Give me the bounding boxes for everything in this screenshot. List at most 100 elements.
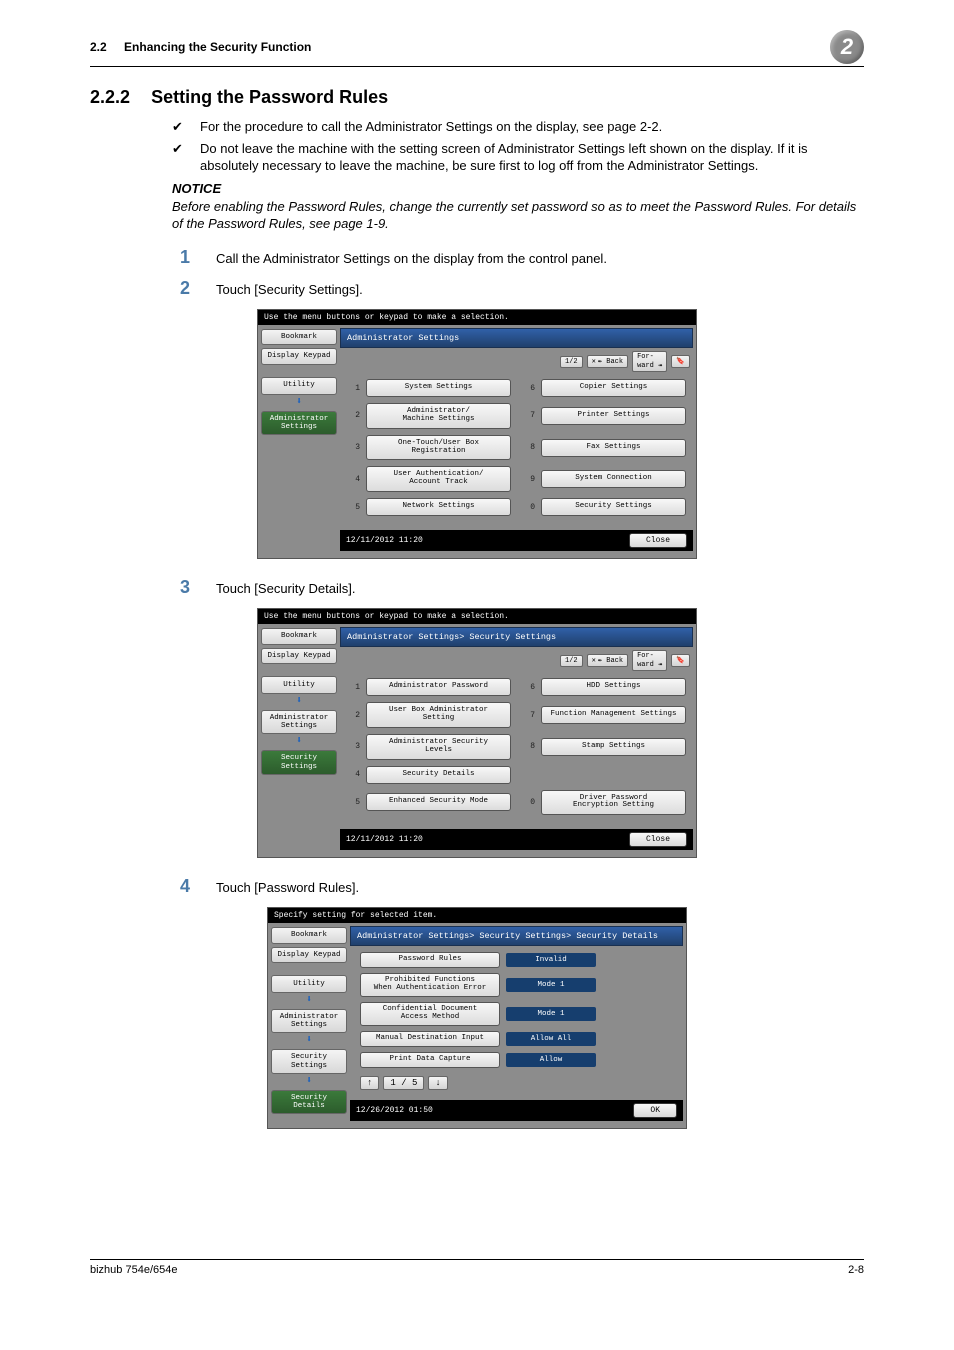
menu-item[interactable]: 7Function Management Settings: [525, 702, 686, 728]
panel-footer: 12/11/2012 11:20 Close: [340, 530, 693, 551]
pager: ↑ 1 / 5 ↓: [350, 1072, 686, 1094]
close-button[interactable]: Close: [629, 832, 687, 847]
arrow-down-icon: ⬇: [271, 1077, 347, 1087]
menu-number: 4: [350, 475, 360, 484]
detail-label-button[interactable]: Manual Destination Input: [360, 1031, 500, 1047]
bookmark-button[interactable]: Bookmark: [271, 927, 347, 943]
menu-item[interactable]: 6Copier Settings: [525, 379, 686, 397]
display-keypad-button[interactable]: Display Keypad: [261, 648, 337, 664]
menu-item[interactable]: 8 Fax Settings: [525, 435, 686, 461]
menu-item[interactable]: 2Administrator/ Machine Settings: [350, 403, 511, 429]
security-settings-button[interactable]: Security Settings: [271, 1049, 347, 1074]
header-section-number: 2.2: [90, 40, 107, 54]
menu-item[interactable]: 5Network Settings: [350, 498, 511, 516]
footer-page-number: 2-8: [848, 1264, 864, 1276]
menu-item[interactable]: 0 Driver Password Encryption Setting: [525, 790, 686, 816]
step-number: 2: [172, 278, 190, 299]
menu-button[interactable]: User Authentication/ Account Track: [366, 466, 511, 492]
menu-button[interactable]: Function Management Settings: [541, 706, 686, 724]
footer-model: bizhub 754e/654e: [90, 1264, 177, 1276]
menu-item[interactable]: 0Security Settings: [525, 498, 686, 516]
menu-number: 8: [525, 443, 535, 452]
menu-button[interactable]: System Settings: [366, 379, 511, 397]
forward-button[interactable]: For- ward ↠: [632, 650, 667, 671]
security-details-panel: Specify setting for selected item. Bookm…: [267, 907, 687, 1128]
menu-item[interactable]: 3One-Touch/User Box Registration: [350, 435, 511, 461]
security-details-button[interactable]: Security Details: [271, 1090, 347, 1115]
menu-button[interactable]: System Connection: [541, 470, 686, 488]
bullet-item: ✔ Do not leave the machine with the sett…: [172, 140, 864, 175]
panel-instruction: Specify setting for selected item.: [268, 908, 686, 923]
panel-sidebar: Bookmark Display Keypad Utility ⬇ Admini…: [258, 624, 340, 857]
step-number: 4: [172, 876, 190, 897]
menu-item[interactable]: 7 Printer Settings: [525, 403, 686, 429]
close-button[interactable]: Close: [629, 533, 687, 548]
page-up-button[interactable]: ↑: [360, 1076, 379, 1090]
menu-button[interactable]: One-Touch/User Box Registration: [366, 435, 511, 461]
detail-label-button[interactable]: Password Rules: [360, 952, 500, 968]
menu-item[interactable]: 2User Box Administrator Setting: [350, 702, 511, 728]
menu-item[interactable]: 3 Administrator Security Levels: [350, 734, 511, 760]
menu-grid: 1 Administrator Password 6HDD Settings 2Use…: [340, 674, 696, 823]
admin-settings-button[interactable]: Administrator Settings: [271, 1009, 347, 1034]
bookmark-toggle-icon[interactable]: 🔖: [671, 355, 690, 368]
admin-settings-button[interactable]: Administrator Settings: [261, 710, 337, 735]
page-indicator: 1 / 5: [383, 1076, 424, 1090]
detail-value: Mode 1: [506, 978, 596, 992]
step-number: 3: [172, 577, 190, 598]
menu-button[interactable]: Security Settings: [541, 498, 686, 516]
menu-button[interactable]: Administrator Security Levels: [366, 734, 511, 760]
menu-item[interactable]: 6HDD Settings: [525, 678, 686, 696]
menu-item[interactable]: 4Security Details: [350, 766, 511, 784]
detail-label-button[interactable]: Confidential Document Access Method: [360, 1002, 500, 1026]
menu-number: 7: [525, 411, 535, 420]
menu-button[interactable]: Network Settings: [366, 498, 511, 516]
menu-item[interactable]: 4 User Authentication/ Account Track: [350, 466, 511, 492]
menu-item[interactable]: 1System Settings: [350, 379, 511, 397]
menu-button[interactable]: Fax Settings: [541, 439, 686, 457]
menu-button[interactable]: Stamp Settings: [541, 738, 686, 756]
menu-button[interactable]: Enhanced Security Mode: [366, 793, 511, 811]
detail-list: Password RulesInvalidProhibited Function…: [350, 946, 686, 1071]
detail-label-button[interactable]: Prohibited Functions When Authentication…: [360, 973, 500, 997]
display-keypad-button[interactable]: Display Keypad: [261, 348, 337, 364]
panel-timestamp: 12/26/2012 01:50: [356, 1106, 433, 1115]
menu-item[interactable]: 1 Administrator Password: [350, 678, 511, 696]
page-down-button[interactable]: ↓: [428, 1076, 447, 1090]
menu-number: 0: [525, 798, 535, 807]
menu-button[interactable]: Administrator Password: [366, 678, 511, 696]
forward-button[interactable]: For- ward ↠: [632, 351, 667, 372]
utility-button[interactable]: Utility: [271, 975, 347, 993]
menu-item[interactable]: 5Enhanced Security Mode: [350, 790, 511, 816]
section-number: 2.2.2: [90, 87, 130, 107]
admin-settings-button[interactable]: Administrator Settings: [261, 411, 337, 436]
menu-button[interactable]: Printer Settings: [541, 407, 686, 425]
menu-button[interactable]: Administrator/ Machine Settings: [366, 403, 511, 429]
security-settings-button[interactable]: Security Settings: [261, 750, 337, 775]
utility-button[interactable]: Utility: [261, 676, 337, 694]
step-row: 2 Touch [Security Settings].: [172, 278, 864, 299]
page-indicator: 1/2: [560, 356, 583, 368]
detail-row: Manual Destination InputAllow All: [360, 1031, 676, 1047]
menu-item[interactable]: 8Stamp Settings: [525, 734, 686, 760]
display-keypad-button[interactable]: Display Keypad: [271, 947, 347, 963]
menu-button[interactable]: Copier Settings: [541, 379, 686, 397]
panel-toolbar: 1/2 ✕↞ Back For- ward ↠ 🔖: [340, 348, 696, 375]
back-button[interactable]: ✕↞ Back: [587, 654, 628, 667]
menu-button[interactable]: Driver Password Encryption Setting: [541, 790, 686, 816]
menu-number: 3: [350, 742, 360, 751]
menu-button[interactable]: User Box Administrator Setting: [366, 702, 511, 728]
bookmark-button[interactable]: Bookmark: [261, 628, 337, 644]
bookmark-toggle-icon[interactable]: 🔖: [671, 654, 690, 667]
back-button[interactable]: ✕↞ Back: [587, 355, 628, 368]
menu-number: 1: [350, 683, 360, 692]
bookmark-button[interactable]: Bookmark: [261, 329, 337, 345]
menu-button[interactable]: HDD Settings: [541, 678, 686, 696]
menu-button[interactable]: Security Details: [366, 766, 511, 784]
menu-item[interactable]: 9System Connection: [525, 466, 686, 492]
detail-row: Prohibited Functions When Authentication…: [360, 973, 676, 997]
notice-label: NOTICE: [172, 181, 864, 196]
utility-button[interactable]: Utility: [261, 377, 337, 395]
ok-button[interactable]: OK: [633, 1103, 677, 1118]
detail-label-button[interactable]: Print Data Capture: [360, 1052, 500, 1068]
